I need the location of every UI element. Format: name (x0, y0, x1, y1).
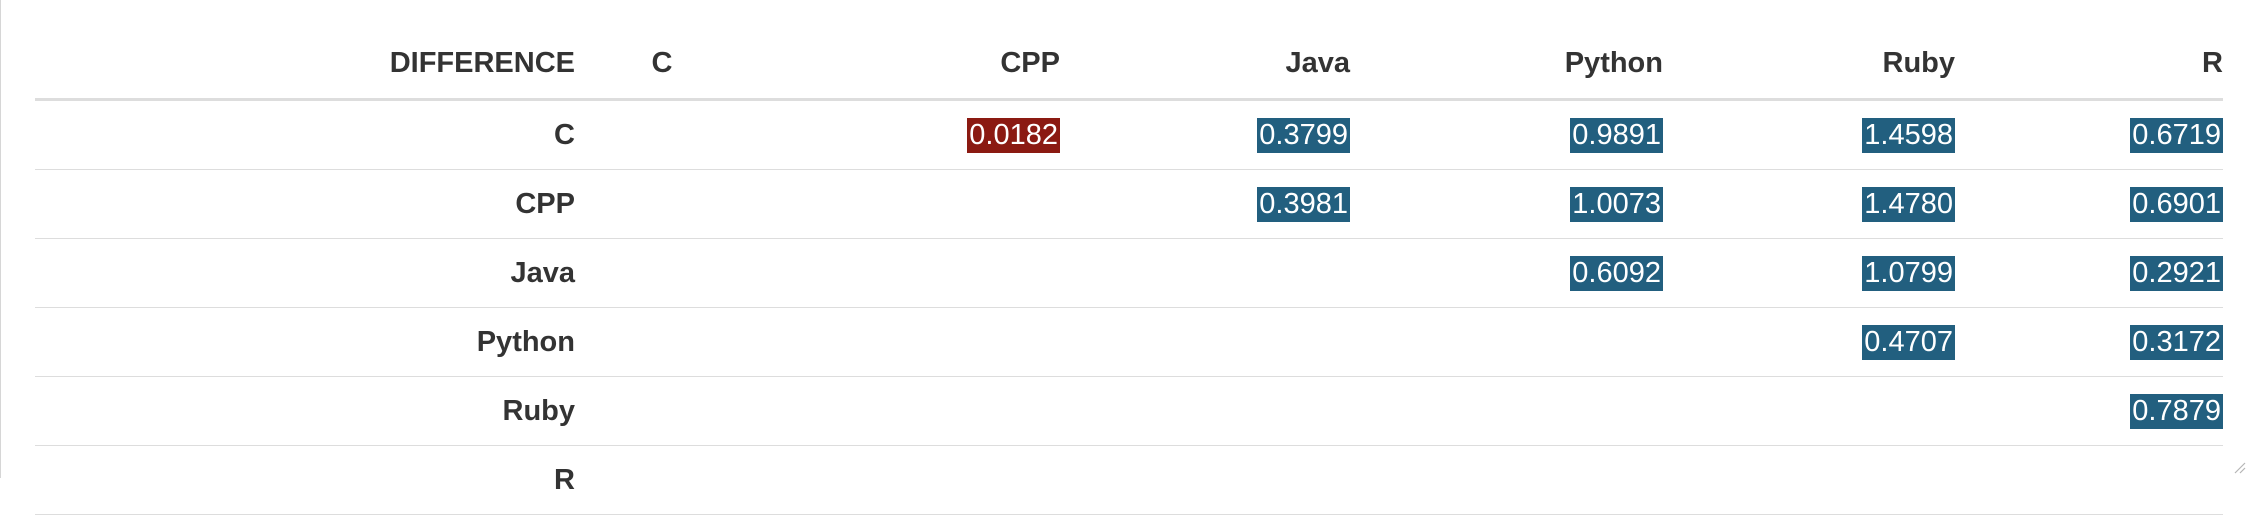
difference-table-container: DIFFERENCE C CPP Java Python Ruby R C 0.… (35, 0, 2223, 515)
row-header-cpp: CPP (35, 170, 575, 239)
table-row: C 0.0182 0.3799 0.9891 1.4598 0.6719 (35, 100, 2223, 170)
table-cell: 0.3172 (1955, 308, 2223, 377)
column-header-r[interactable]: R (1955, 0, 2223, 100)
table-cell: 0.3981 (1060, 170, 1350, 239)
value-cell: 0.4707 (1862, 325, 1955, 360)
row-header-c: C (35, 100, 575, 170)
table-row: Python 0.4707 0.3172 (35, 308, 2223, 377)
table-header-row: DIFFERENCE C CPP Java Python Ruby R (35, 0, 2223, 100)
value-cell: 0.3799 (1257, 118, 1350, 153)
value-cell: 0.7879 (2130, 394, 2223, 429)
table-cell (749, 446, 1060, 515)
table-cell: 1.4598 (1663, 100, 1955, 170)
row-header-ruby: Ruby (35, 377, 575, 446)
table-row: R (35, 446, 2223, 515)
value-cell: 1.4780 (1862, 187, 1955, 222)
value-cell: 0.6092 (1570, 256, 1663, 291)
table-cell: 0.4707 (1663, 308, 1955, 377)
table-cell: 0.7879 (1955, 377, 2223, 446)
value-cell: 0.0182 (967, 118, 1060, 153)
table-cell (1350, 446, 1663, 515)
column-header-c[interactable]: C (575, 0, 749, 100)
table-cell (1350, 377, 1663, 446)
row-header-python: Python (35, 308, 575, 377)
column-header-ruby[interactable]: Ruby (1663, 0, 1955, 100)
row-header-java: Java (35, 239, 575, 308)
table-cell: 0.0182 (749, 100, 1060, 170)
table-cell (1663, 377, 1955, 446)
table-cell (1060, 446, 1350, 515)
value-cell: 1.0799 (1862, 256, 1955, 291)
table-cell: 0.9891 (1350, 100, 1663, 170)
table-cell: 1.4780 (1663, 170, 1955, 239)
value-cell: 0.6901 (2130, 187, 2223, 222)
value-cell: 0.9891 (1570, 118, 1663, 153)
value-cell: 0.3172 (2130, 325, 2223, 360)
table-cell (1060, 239, 1350, 308)
table-cell (1060, 308, 1350, 377)
table-cell (1350, 308, 1663, 377)
table-cell (575, 100, 749, 170)
value-cell: 0.2921 (2130, 256, 2223, 291)
table-cell (749, 308, 1060, 377)
table-cell (749, 239, 1060, 308)
table-row: CPP 0.3981 1.0073 1.4780 0.6901 (35, 170, 2223, 239)
table-cell: 0.3799 (1060, 100, 1350, 170)
value-cell: 1.4598 (1862, 118, 1955, 153)
table-cell (1663, 446, 1955, 515)
table-cell (575, 446, 749, 515)
difference-table: DIFFERENCE C CPP Java Python Ruby R C 0.… (35, 0, 2223, 515)
column-header-cpp[interactable]: CPP (749, 0, 1060, 100)
table-cell (749, 170, 1060, 239)
table-cell: 0.6901 (1955, 170, 2223, 239)
table-cell: 1.0799 (1663, 239, 1955, 308)
value-cell: 0.3981 (1257, 187, 1350, 222)
table-cell (1955, 446, 2223, 515)
value-cell: 0.6719 (2130, 118, 2223, 153)
table-cell (575, 308, 749, 377)
table-cell: 1.0073 (1350, 170, 1663, 239)
table-cell (749, 377, 1060, 446)
column-header-java[interactable]: Java (1060, 0, 1350, 100)
table-cell (575, 170, 749, 239)
table-cell (575, 377, 749, 446)
table-row: Ruby 0.7879 (35, 377, 2223, 446)
resize-handle-icon[interactable] (2232, 460, 2246, 474)
value-cell: 1.0073 (1570, 187, 1663, 222)
table-cell: 0.6092 (1350, 239, 1663, 308)
column-header-python[interactable]: Python (1350, 0, 1663, 100)
table-cell: 0.2921 (1955, 239, 2223, 308)
table-cell: 0.6719 (1955, 100, 2223, 170)
column-header-difference[interactable]: DIFFERENCE (35, 0, 575, 100)
table-cell (1060, 377, 1350, 446)
panel-left-border (0, 0, 1, 478)
row-header-r: R (35, 446, 575, 515)
table-row: Java 0.6092 1.0799 0.2921 (35, 239, 2223, 308)
table-cell (575, 239, 749, 308)
